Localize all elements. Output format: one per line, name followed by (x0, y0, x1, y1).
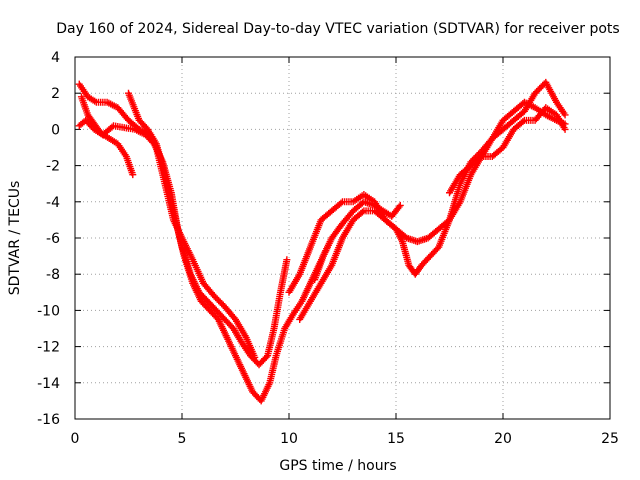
y-tick-label: -12 (37, 340, 60, 356)
y-tick-label: 0 (51, 122, 60, 138)
y-tick-label: -16 (37, 412, 60, 428)
series-track-8 (446, 104, 569, 197)
x-tick-labels: 0 5 10 15 20 25 (71, 431, 619, 447)
y-axis-label: SDTVAR / TECUs (7, 181, 23, 296)
y-tick-label: -8 (46, 267, 60, 283)
y-tick-label: -6 (46, 231, 60, 247)
data-point (283, 256, 291, 264)
data-point (476, 154, 484, 162)
data-point (215, 297, 223, 305)
x-tick-label: 15 (387, 431, 405, 447)
data-point (395, 203, 403, 211)
x-tick-label: 5 (178, 431, 187, 447)
data-point (396, 201, 404, 209)
series-track-4 (125, 89, 259, 361)
data-point (337, 199, 345, 207)
plot-frame (74, 56, 611, 420)
data-point (216, 298, 224, 306)
data-point (129, 171, 137, 179)
data-point (251, 353, 259, 361)
data-point (212, 293, 220, 301)
y-tick-label: -2 (46, 159, 60, 175)
y-tick-label: -14 (37, 376, 60, 392)
data-point (533, 88, 541, 96)
chart-title: Day 160 of 2024, Sidereal Day-to-day VTE… (56, 21, 619, 37)
data-point (536, 85, 544, 93)
data-point (531, 89, 539, 97)
data-point (262, 353, 270, 361)
x-axis-label: GPS time / hours (279, 458, 396, 474)
x-tick-label: 10 (280, 431, 298, 447)
data-point (210, 292, 218, 300)
data-point (537, 83, 545, 91)
data-point (561, 125, 569, 133)
data-point (519, 118, 527, 126)
data-points (75, 78, 569, 405)
y-tick-labels: -16 -14 -12 -10 -8 -6 -4 -2 0 2 4 (37, 50, 60, 428)
y-tick-label: 4 (51, 50, 60, 66)
x-tick-label: 0 (71, 431, 80, 447)
x-tick-label: 25 (601, 431, 619, 447)
y-tick-label: 2 (51, 86, 60, 102)
data-point (218, 300, 226, 308)
series-track-7 (311, 198, 404, 284)
data-point (358, 208, 366, 216)
data-point (213, 295, 221, 303)
y-tick-label: -4 (46, 195, 60, 211)
y-tick-label: -10 (37, 303, 60, 319)
data-point (561, 111, 569, 119)
x-tick-label: 20 (494, 431, 512, 447)
data-point (534, 86, 542, 94)
series-track-3 (77, 93, 137, 179)
